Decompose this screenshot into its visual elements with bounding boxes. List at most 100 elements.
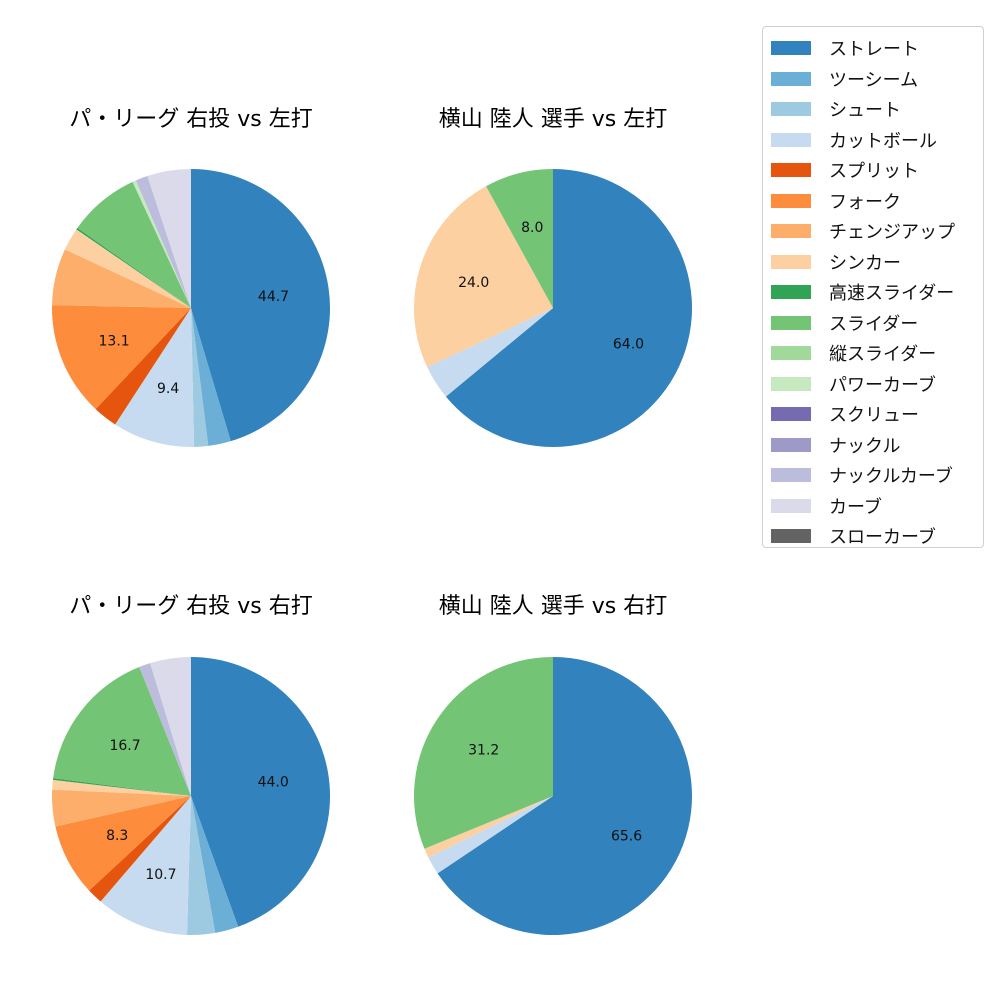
chart-title-0: パ・リーグ 右投 vs 左打 [69, 107, 312, 132]
pie-slice [428, 796, 553, 874]
pie-slice [52, 789, 191, 827]
pie-slice [77, 181, 191, 308]
legend-label: ストレート [829, 39, 919, 61]
legend-item: スライダー [771, 308, 983, 339]
pie-slice [55, 796, 191, 891]
legend-label: ナックルカーブ [829, 466, 953, 488]
legend-label: ナックル [829, 435, 901, 457]
legend-label: パワーカーブ [829, 374, 936, 396]
pie-slice [486, 169, 553, 308]
legend-item: フォーク [771, 186, 983, 217]
pie-slice [52, 779, 192, 796]
pie-slice [52, 249, 191, 308]
legend-item: パワーカーブ [771, 369, 983, 400]
pie-slice [147, 169, 191, 308]
legend-swatch [771, 285, 811, 300]
legend-item: シュート [771, 94, 983, 125]
pie-slice [445, 169, 692, 447]
chart-title-1: 横山 陸人 選手 vs 左打 [439, 107, 667, 132]
legend-label: スライダー [829, 313, 919, 335]
legend-swatch [771, 102, 811, 117]
legend-item: シンカー [771, 247, 983, 278]
pie-slice [191, 308, 209, 447]
slice-value-label: 9.4 [157, 381, 179, 397]
legend-swatch [771, 407, 811, 422]
pie-chart-1: 64.0 24.0 8.0 [414, 169, 692, 447]
legend-item: 縦スライダー [771, 338, 983, 369]
slice-value-label: 8.3 [106, 828, 128, 844]
legend-swatch [771, 529, 811, 544]
legend-label: 縦スライダー [829, 344, 937, 366]
legend-item: ナックルカーブ [771, 460, 983, 491]
pie-slice [135, 176, 191, 308]
pie-slice [100, 796, 191, 935]
slice-value-label: 44.7 [258, 289, 289, 305]
legend-item: ストレート [771, 33, 983, 64]
pie-chart-0: 44.7 9.4 13.1 [52, 169, 330, 448]
pie-slice [414, 186, 553, 368]
legend-label: カットボール [829, 130, 937, 152]
slice-value-label: 31.2 [468, 743, 499, 759]
pie-slice [89, 796, 191, 902]
legend-swatch [771, 468, 811, 483]
pie-slice [132, 180, 191, 308]
legend-swatch [771, 437, 811, 452]
legend-label: シンカー [829, 252, 901, 274]
slice-value-label: 64.0 [613, 337, 644, 353]
pie-slice [64, 229, 191, 308]
pie-slice [52, 778, 192, 796]
legend: ストレートツーシームシュートカットボール スプリットフォークチェンジアップ シンカー… [762, 26, 984, 548]
pie-slice [187, 796, 216, 935]
legend-item: カットボール [771, 125, 983, 156]
slice-value-label: 10.7 [145, 867, 176, 883]
pie-chart-2: 44.0 10.7 8.3 16.7 [52, 657, 331, 935]
legend-label: スクリュー [829, 405, 919, 427]
slice-value-label: 8.0 [521, 220, 543, 236]
chart-title-3: 横山 陸人 選手 vs 右打 [439, 594, 667, 619]
slice-value-label: 65.6 [611, 828, 642, 844]
pie-chart-3: 65.6 31.2 [414, 657, 692, 935]
pie-slice [424, 796, 553, 858]
legend-swatch [771, 376, 811, 391]
legend-item: スクリュー [771, 399, 983, 430]
legend-swatch [771, 193, 811, 208]
slice-value-label: 44.0 [258, 775, 289, 791]
legend-swatch [771, 346, 811, 361]
legend-swatch [771, 41, 811, 56]
pie-slice [427, 308, 553, 397]
legend-label: フォーク [829, 191, 901, 213]
legend-swatch [771, 71, 811, 86]
legend-label: 高速スライダー [829, 283, 955, 305]
pie-slice [150, 657, 191, 796]
legend-label: スローカーブ [829, 527, 936, 549]
pie-slice [437, 657, 692, 935]
legend-item: チェンジアップ [771, 216, 983, 247]
pie-slice [76, 227, 191, 308]
pie-slice [95, 308, 191, 425]
pie-slice [52, 305, 191, 410]
legend-label: カーブ [829, 496, 882, 518]
legend-swatch [771, 132, 811, 147]
legend-label: ツーシーム [829, 69, 919, 91]
pie-slice [53, 666, 192, 796]
slice-value-label: 13.1 [99, 333, 130, 349]
pie-slice [115, 308, 195, 448]
legend-item: ナックル [771, 430, 983, 461]
legend-swatch [771, 315, 811, 330]
legend-item: スプリット [771, 155, 983, 186]
legend-item: 高速スライダー [771, 277, 983, 308]
legend-item: カーブ [771, 491, 983, 522]
legend-label: チェンジアップ [829, 222, 955, 244]
pie-slice [139, 663, 191, 796]
legend-swatch [771, 163, 811, 178]
slice-value-label: 16.7 [109, 738, 140, 754]
pie-slice [191, 796, 239, 933]
slice-value-label: 24.0 [458, 275, 489, 291]
pie-slice [414, 657, 553, 849]
legend-label: シュート [829, 100, 901, 122]
legend-item: スローカーブ [771, 521, 983, 552]
chart-title-2: パ・リーグ 右投 vs 右打 [69, 594, 312, 619]
pie-slice [191, 308, 231, 446]
legend-label: スプリット [829, 161, 919, 183]
